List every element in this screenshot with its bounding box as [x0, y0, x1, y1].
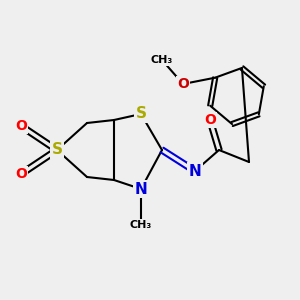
Text: CH₃: CH₃ — [130, 220, 152, 230]
Text: O: O — [177, 77, 189, 91]
Text: S: S — [52, 142, 62, 158]
Text: O: O — [204, 113, 216, 127]
Text: CH₃: CH₃ — [151, 55, 173, 65]
Text: N: N — [135, 182, 147, 196]
Text: N: N — [189, 164, 201, 178]
Text: O: O — [15, 119, 27, 133]
Text: S: S — [136, 106, 146, 122]
Text: O: O — [15, 167, 27, 181]
